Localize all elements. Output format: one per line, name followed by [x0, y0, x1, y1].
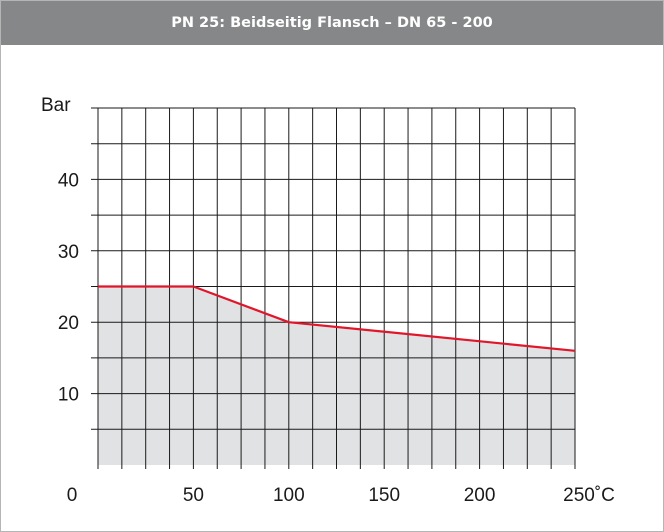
- y-tick-label: 40: [58, 170, 79, 191]
- series-line: [98, 285, 576, 352]
- x-tick-label: 200: [464, 485, 496, 506]
- y-tick-label: 10: [58, 385, 79, 406]
- chart-title: PN 25: Beidseitig Flansch – DN 65 - 200: [1, 1, 663, 45]
- x-tick-label: 100: [273, 485, 305, 506]
- label-layer: Bar 0 50 100 150 200 250˚C 10 20 30 40: [41, 95, 615, 506]
- y-tick-label: 20: [58, 313, 79, 334]
- y-tick-label: 30: [58, 242, 79, 263]
- y-axis-label: Bar: [41, 95, 71, 116]
- grid-layer: [91, 107, 576, 469]
- line-layer: [98, 285, 576, 352]
- x-tick-label: 150: [368, 485, 400, 506]
- x-tick-label: 50: [183, 485, 204, 506]
- x-tick-label: 0: [67, 485, 78, 506]
- x-tick-label: 250˚C: [563, 485, 615, 506]
